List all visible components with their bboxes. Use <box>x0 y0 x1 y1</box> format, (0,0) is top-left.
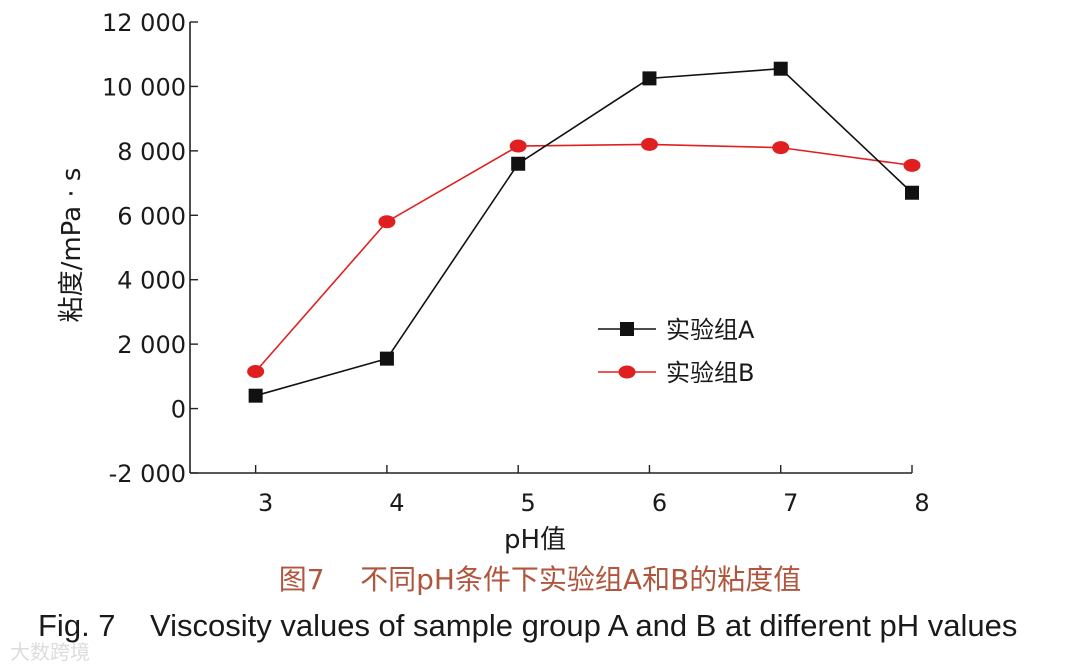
x-tick-label: 3 <box>258 489 273 517</box>
caption-english: Fig. 7 Viscosity values of sample group … <box>38 608 1018 643</box>
x-tick-label: 5 <box>521 489 536 517</box>
legend-marker <box>620 322 634 336</box>
data-point <box>772 141 790 155</box>
y-tick-label: 12 000 <box>102 9 186 37</box>
x-axis-title: pH值 <box>504 525 566 555</box>
series-b <box>247 137 921 379</box>
legend-marker <box>618 365 636 379</box>
data-point <box>640 137 658 151</box>
data-point <box>379 351 394 366</box>
x-tick-label: 4 <box>389 489 404 517</box>
y-tick-label: -2 000 <box>109 460 186 488</box>
data-point <box>511 156 526 171</box>
data-point <box>378 215 396 229</box>
y-tick-label: 6 000 <box>117 202 186 230</box>
x-tick-label: 6 <box>652 489 667 517</box>
caption-chinese: 图7 不同pH条件下实验组A和B的粘度值 <box>278 563 802 596</box>
y-tick-label: 0 <box>171 396 186 424</box>
data-point <box>903 158 921 172</box>
legend-label: 实验组A <box>666 316 755 344</box>
y-tick-label: 10 000 <box>102 73 186 101</box>
series-layer <box>247 61 921 403</box>
y-axis-title: 粘度/mPa · s <box>57 168 87 323</box>
series-a <box>248 61 919 403</box>
data-point <box>247 365 265 379</box>
data-point <box>905 185 919 200</box>
y-tick-label: 4 000 <box>117 267 186 295</box>
y-axis-ticks: -2 000 0 2 000 4 000 6 000 8 000 10 000 12 000 <box>102 9 198 488</box>
axes <box>189 22 912 474</box>
y-tick-label: 2 000 <box>117 331 186 359</box>
y-tick-label: 8 000 <box>117 138 186 166</box>
legend: 实验组A 实验组B <box>598 316 755 387</box>
series-line <box>255 143 913 373</box>
x-tick-label: 8 <box>914 489 929 517</box>
legend-label: 实验组B <box>666 359 754 387</box>
data-point <box>509 139 527 153</box>
data-point <box>248 388 263 403</box>
x-tick-label: 7 <box>783 489 798 517</box>
data-point <box>773 61 788 76</box>
x-axis-ticks: 3 4 5 6 7 8 <box>254 465 930 517</box>
data-point <box>642 71 657 86</box>
series-line <box>255 67 913 397</box>
watermark: 大数跨境 <box>10 640 90 664</box>
